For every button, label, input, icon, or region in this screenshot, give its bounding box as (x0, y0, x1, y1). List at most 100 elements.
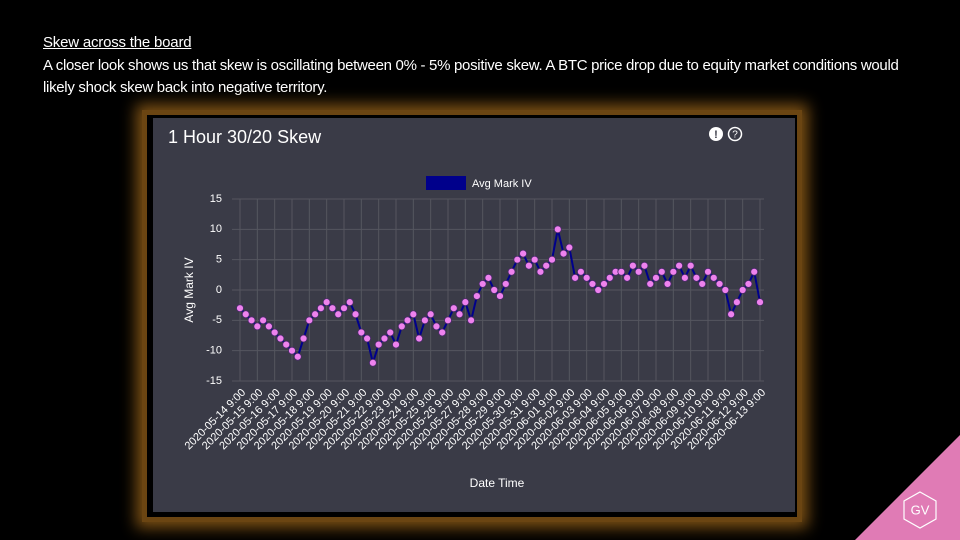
legend-label: Avg Mark IV (472, 178, 532, 190)
data-point (247, 316, 256, 325)
data-point (368, 358, 377, 367)
data-point (519, 249, 528, 258)
data-point (675, 261, 684, 270)
data-point (236, 304, 244, 313)
data-point (472, 292, 481, 300)
data-point (605, 273, 614, 282)
data-point (282, 340, 291, 349)
data-point (680, 273, 689, 282)
data-point (628, 261, 637, 270)
data-point (484, 273, 493, 282)
data-point (253, 322, 262, 331)
data-point (640, 261, 649, 270)
data-point (328, 304, 337, 313)
data-point (490, 286, 499, 294)
chart-title: 1 Hour 30/20 Skew (168, 127, 322, 147)
data-point (392, 340, 400, 349)
data-point (738, 286, 747, 294)
logo-hexagon (903, 491, 937, 529)
data-point (363, 334, 372, 343)
data-point (588, 280, 597, 288)
data-point (600, 280, 608, 288)
data-point (276, 334, 285, 343)
data-point (709, 273, 718, 282)
heading: Skew across the board (43, 34, 192, 51)
data-point (397, 322, 406, 331)
data-point (704, 267, 712, 276)
data-point (646, 280, 655, 288)
data-point (513, 255, 522, 264)
data-point (322, 298, 331, 307)
data-point (507, 267, 516, 276)
data-point (305, 316, 314, 325)
data-point (241, 310, 250, 319)
data-point (264, 322, 273, 331)
y-tick-label: 15 (210, 193, 222, 205)
data-point (582, 273, 591, 282)
data-point (403, 316, 412, 325)
data-point (530, 255, 539, 264)
data-point (663, 280, 672, 288)
legend-swatch (426, 176, 466, 190)
data-point (455, 310, 464, 319)
alert-icon-glyph: ! (714, 129, 718, 141)
data-point (444, 316, 452, 325)
data-point (501, 280, 510, 288)
logo: GV (911, 502, 930, 517)
data-point (293, 352, 302, 361)
y-tick-label: 5 (216, 254, 222, 266)
data-point (340, 304, 348, 313)
y-tick-label: 10 (210, 223, 222, 235)
data-point (652, 273, 660, 282)
data-point (426, 310, 435, 319)
corner-accent (855, 435, 960, 540)
alert-icon[interactable] (709, 127, 723, 141)
data-point (565, 243, 574, 252)
y-tick-label: -15 (206, 375, 222, 387)
data-point (542, 261, 551, 270)
data-point (617, 267, 626, 276)
data-point (420, 316, 429, 325)
data-point (559, 249, 568, 258)
data-point (386, 328, 395, 337)
chart-panel (153, 118, 795, 512)
y-tick-label: 0 (216, 284, 222, 296)
data-point (496, 292, 504, 300)
data-point (311, 310, 320, 319)
data-point (657, 267, 666, 276)
data-point (536, 267, 545, 276)
x-axis-label: Date Time (470, 476, 525, 490)
data-point (438, 328, 447, 337)
data-point (571, 273, 580, 282)
data-point (432, 322, 441, 331)
data-point (756, 298, 764, 307)
data-point (259, 316, 268, 325)
data-point (449, 304, 458, 313)
data-point (415, 334, 424, 343)
data-point (669, 267, 678, 276)
data-point (715, 280, 724, 288)
data-point (316, 304, 325, 313)
data-point (461, 298, 470, 307)
data-point (692, 273, 701, 282)
data-point (721, 286, 730, 294)
data-point (623, 273, 632, 282)
data-point (299, 334, 308, 343)
data-point (698, 280, 707, 288)
data-point (750, 267, 759, 276)
data-point (553, 225, 562, 234)
data-point (524, 261, 533, 270)
y-axis-label: Avg Mark IV (182, 257, 196, 322)
help-icon[interactable] (727, 126, 743, 142)
data-point (374, 340, 383, 349)
data-point (634, 267, 643, 276)
data-point (270, 328, 279, 337)
data-point (744, 280, 753, 288)
data-point (467, 316, 476, 325)
data-point (409, 310, 418, 319)
help-icon-glyph: ? (732, 130, 738, 141)
data-point (548, 255, 556, 264)
data-point (357, 328, 366, 337)
